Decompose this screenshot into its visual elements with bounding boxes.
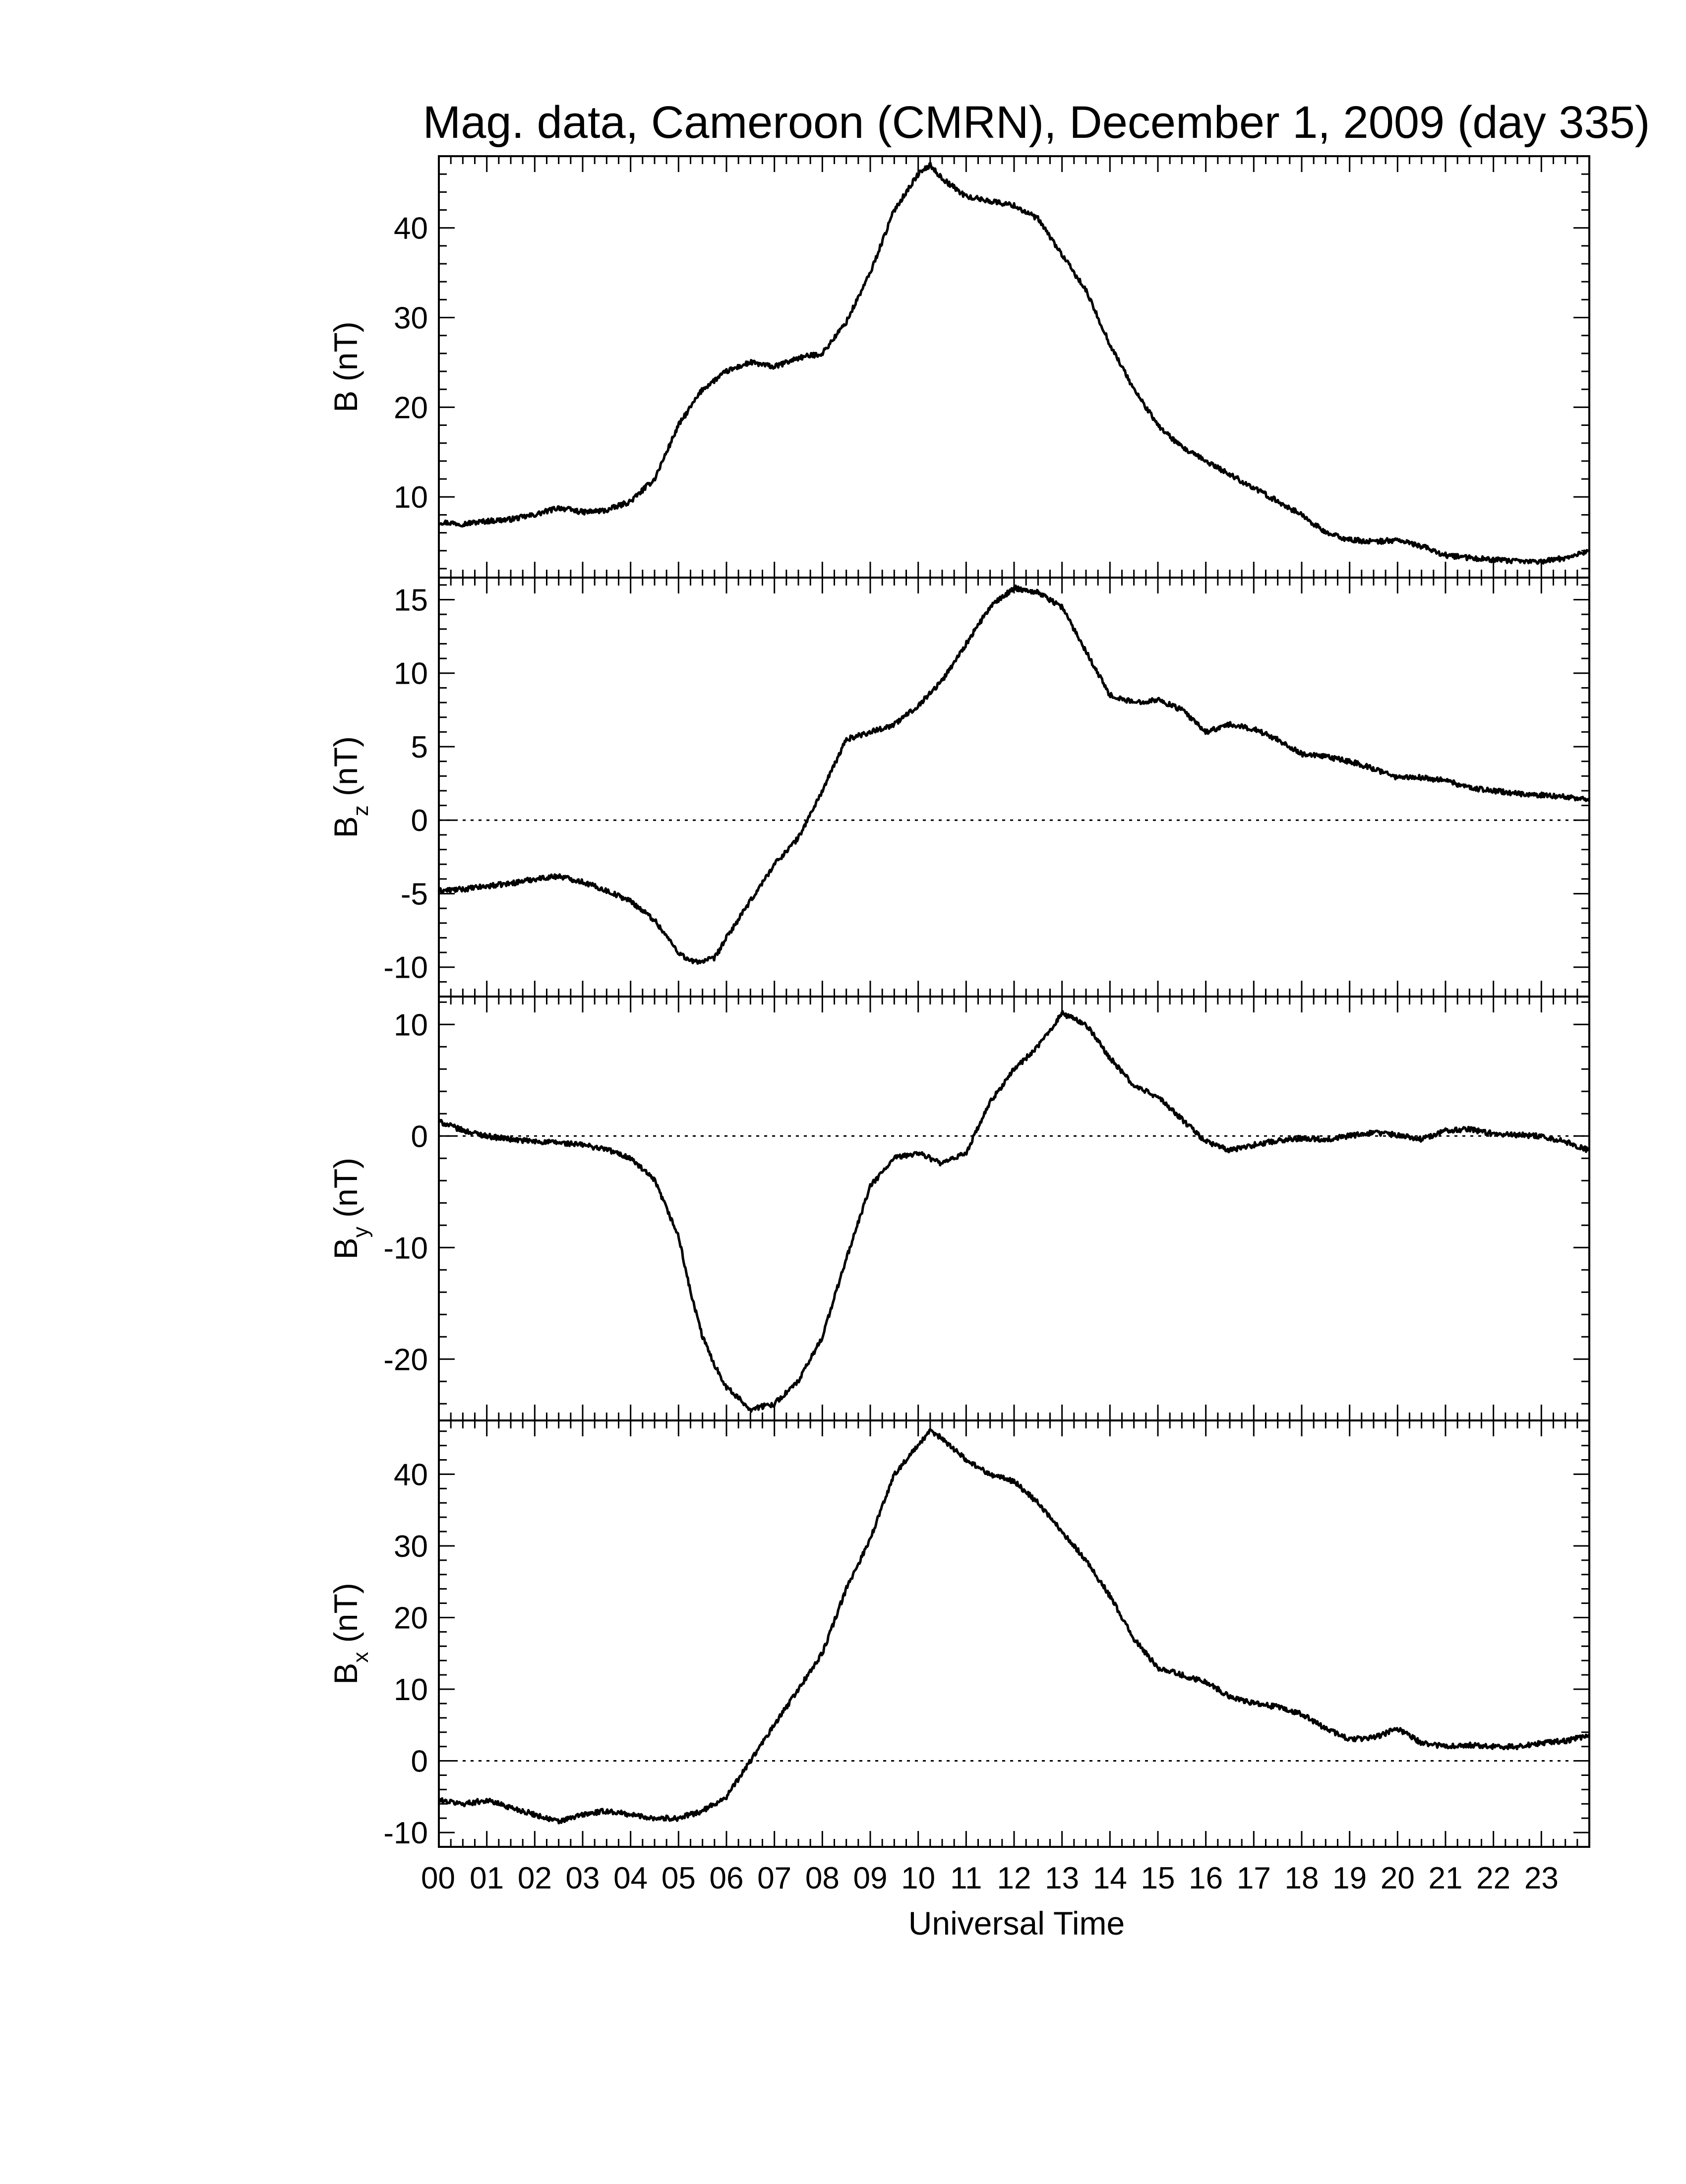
x-tick-label: 16 bbox=[1189, 1861, 1223, 1895]
chart-title: Mag. data, Cameroon (CMRN), December 1, … bbox=[423, 97, 1650, 148]
y-tick-label: 20 bbox=[394, 1601, 428, 1635]
y-tick-label: 10 bbox=[394, 1673, 428, 1707]
y-tick-label: 40 bbox=[394, 212, 428, 246]
x-tick-label: 19 bbox=[1332, 1861, 1367, 1895]
y-axis-label-symbol: B bbox=[327, 1663, 364, 1685]
x-tick-label: 12 bbox=[997, 1861, 1031, 1895]
y-tick-label: 10 bbox=[394, 480, 428, 515]
y-axis-label-subscript: z bbox=[349, 805, 373, 816]
plot-frame bbox=[438, 1419, 1590, 1848]
y-tick-label: 20 bbox=[394, 391, 428, 425]
panel-b: 10 20 30 40 B (nT) bbox=[327, 155, 1591, 579]
y-tick-label: 40 bbox=[394, 1458, 428, 1492]
y-tick-label: 0 bbox=[411, 1120, 428, 1154]
x-tick-label: 08 bbox=[805, 1861, 840, 1895]
x-tick-label: 18 bbox=[1285, 1861, 1319, 1895]
x-tick-label: 00 bbox=[421, 1861, 455, 1895]
panel-bx: -10 0 10 20 30 40 Bx (nT) bbox=[327, 1419, 1591, 1850]
x-tick-label: 03 bbox=[566, 1861, 600, 1895]
y-axis-label-symbol: B bbox=[327, 1238, 364, 1259]
x-tick-label: 15 bbox=[1141, 1861, 1175, 1895]
y-axis-label-symbol: B bbox=[327, 391, 364, 413]
y-tick-label: -10 bbox=[383, 1231, 428, 1265]
x-tick-label: 22 bbox=[1476, 1861, 1510, 1895]
plot-frame bbox=[438, 155, 1590, 579]
y-tick-label: -10 bbox=[383, 1816, 428, 1850]
y-axis-label-subscript: y bbox=[349, 1227, 373, 1238]
y-tick-label: 0 bbox=[411, 1745, 428, 1779]
x-axis-label: Universal Time bbox=[908, 1905, 1125, 1942]
x-tick-label: 23 bbox=[1524, 1861, 1559, 1895]
x-tick-label: 13 bbox=[1045, 1861, 1079, 1895]
y-axis-label-symbol: B bbox=[327, 816, 364, 838]
y-axis-label-unit: (nT) bbox=[327, 1158, 364, 1227]
y-tick-label: 5 bbox=[411, 730, 428, 765]
y-tick-label: 10 bbox=[394, 657, 428, 691]
y-axis-label: Bz (nT) bbox=[327, 736, 373, 838]
x-tick-label: 04 bbox=[613, 1861, 648, 1895]
x-tick-label: 14 bbox=[1093, 1861, 1127, 1895]
x-tick-label: 11 bbox=[950, 1861, 982, 1895]
y-tick-label: 30 bbox=[394, 1530, 428, 1564]
y-axis-label: By (nT) bbox=[327, 1158, 373, 1259]
y-tick-label: 10 bbox=[394, 1008, 428, 1042]
y-tick-label: 0 bbox=[411, 804, 428, 838]
series-line-bx bbox=[437, 1428, 1591, 1825]
x-tick-label: 05 bbox=[662, 1861, 696, 1895]
series-line-b bbox=[438, 161, 1591, 565]
x-tick-label: 09 bbox=[853, 1861, 888, 1895]
series-line-bz bbox=[437, 584, 1591, 965]
plot-frame bbox=[438, 577, 1590, 998]
y-axis-label-subscript: x bbox=[349, 1652, 373, 1663]
y-axis-label-unit: (nT) bbox=[327, 736, 364, 805]
x-tick-label: 07 bbox=[757, 1861, 791, 1895]
x-tick-label: 10 bbox=[901, 1861, 935, 1895]
series-line-by bbox=[437, 1010, 1591, 1413]
y-axis-label: B (nT) bbox=[327, 321, 364, 412]
y-axis-label-unit: (nT) bbox=[327, 321, 364, 390]
x-tick-label: 17 bbox=[1237, 1861, 1271, 1895]
x-tick-label: 06 bbox=[710, 1861, 744, 1895]
panel-by: -20 -10 0 10 By (nT) bbox=[327, 996, 1591, 1421]
y-tick-label: -5 bbox=[401, 877, 428, 911]
panel-bz: -10 -5 0 5 10 15 Bz (nT) bbox=[327, 577, 1591, 998]
plot-frame bbox=[438, 996, 1590, 1421]
y-tick-label: -20 bbox=[383, 1343, 428, 1377]
y-tick-label: 30 bbox=[394, 301, 428, 336]
y-axis-label-unit: (nT) bbox=[327, 1583, 364, 1652]
y-tick-label: -10 bbox=[383, 951, 428, 985]
y-axis-label: Bx (nT) bbox=[327, 1583, 373, 1684]
x-tick-label: 01 bbox=[470, 1861, 504, 1895]
y-tick-label: 15 bbox=[394, 583, 428, 617]
x-tick-label: 21 bbox=[1429, 1861, 1463, 1895]
x-tick-label: 02 bbox=[518, 1861, 552, 1895]
x-tick-label: 20 bbox=[1381, 1861, 1415, 1895]
